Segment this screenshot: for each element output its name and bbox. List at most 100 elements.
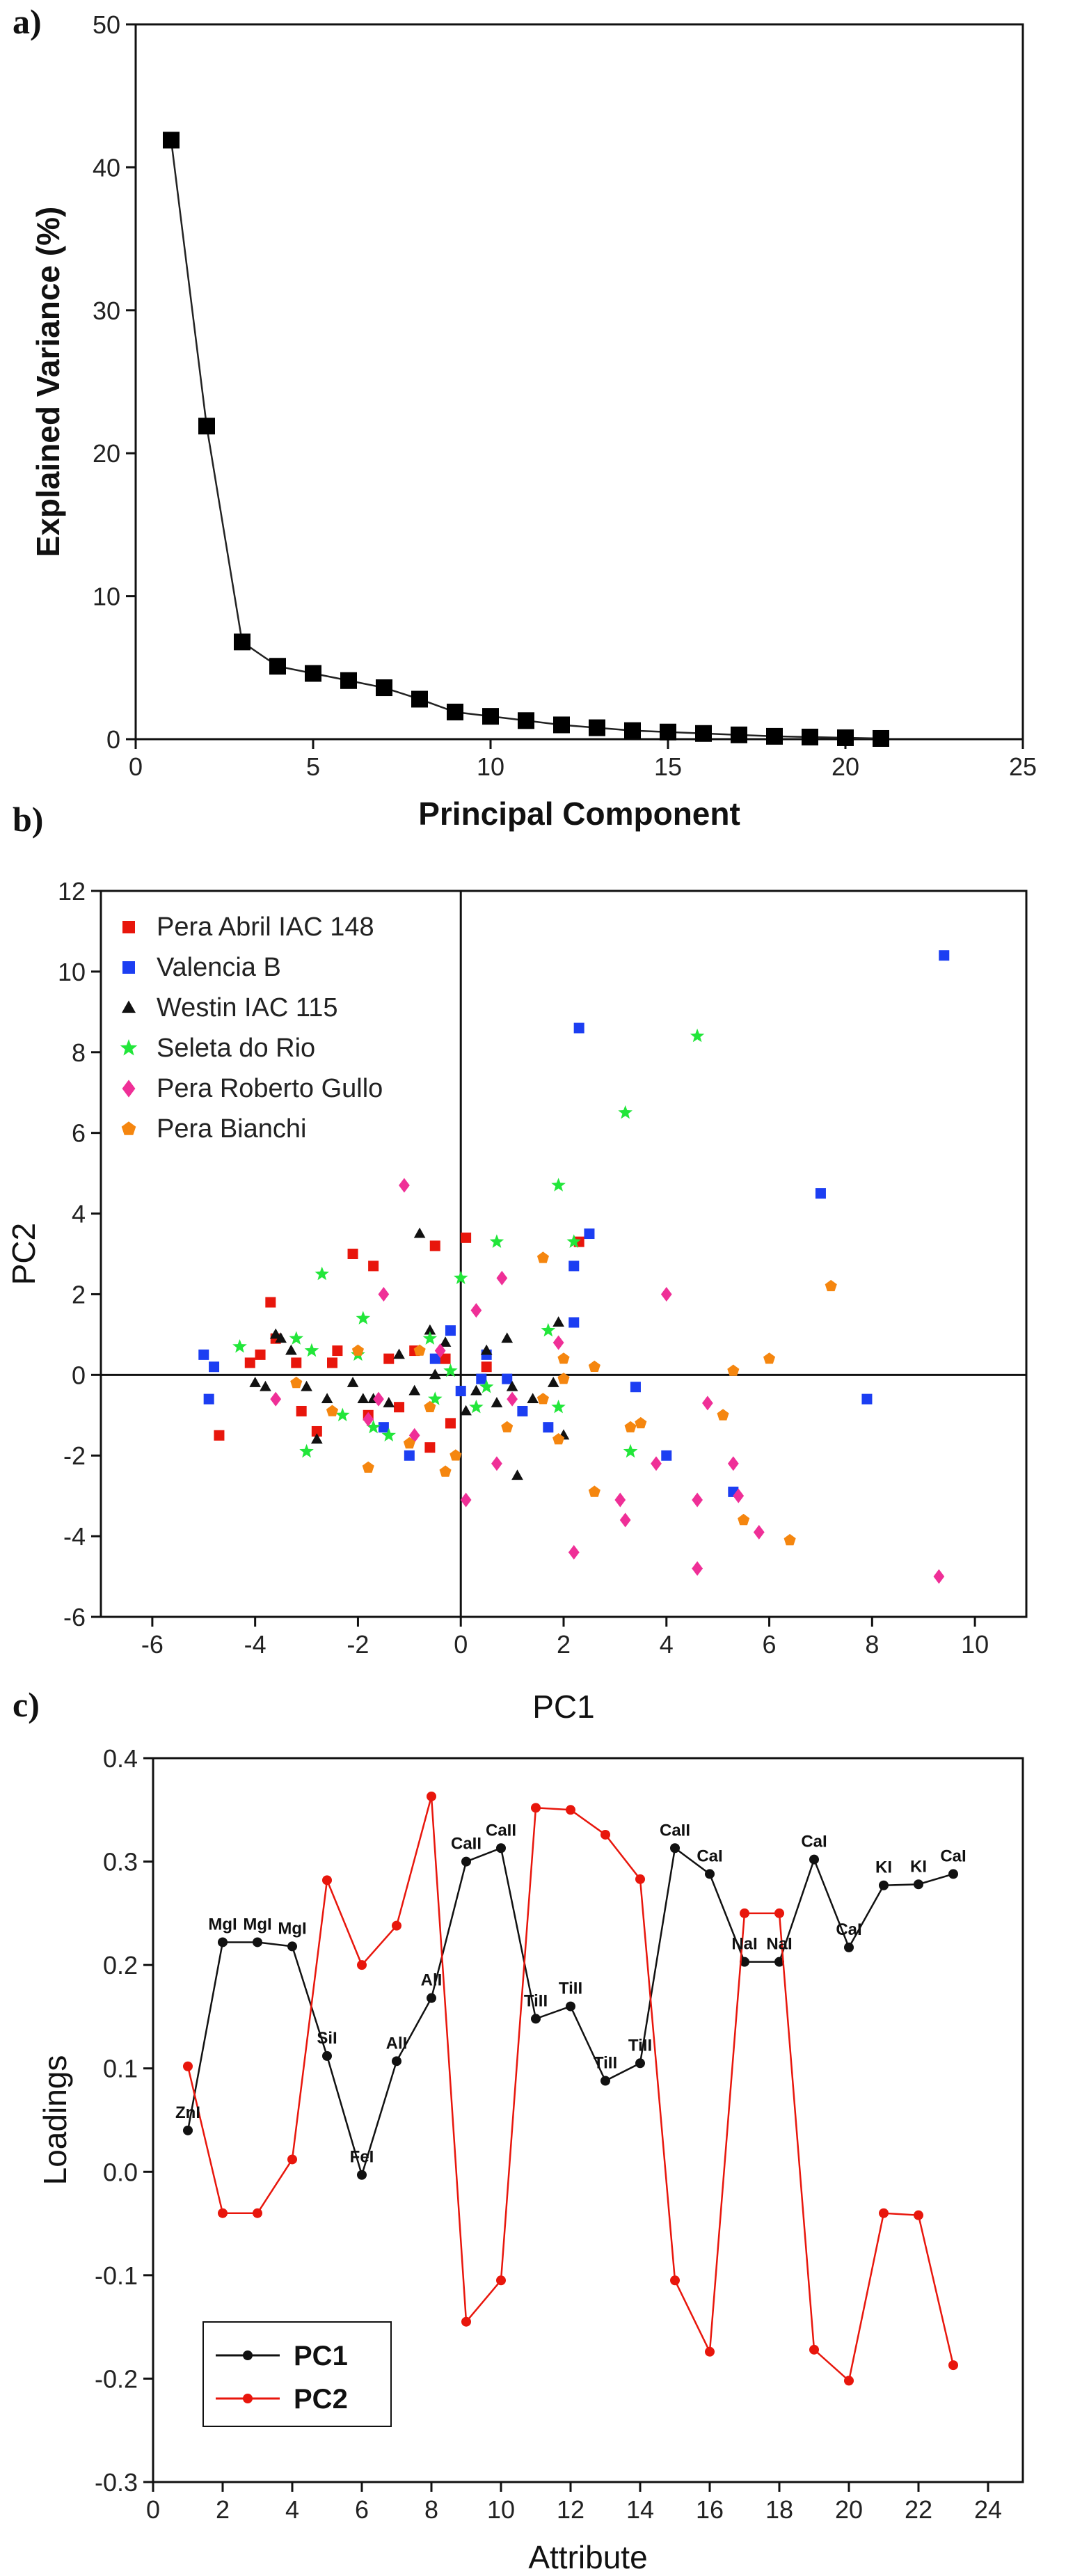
chart-c-x-tick-label: 8 xyxy=(424,2495,438,2524)
chart-b-legend-label: Seleta do Rio xyxy=(157,1034,315,1063)
chart-c-pc2-line xyxy=(186,1796,955,2383)
chart-c-attribute-label: TiII xyxy=(524,1991,548,2010)
chart-c-pc2-point xyxy=(392,1920,401,1931)
chart-b-point xyxy=(763,1352,776,1364)
chart-c-y-tick-label: 0.3 xyxy=(103,1848,138,1876)
chart-b-y-tick-label: -2 xyxy=(63,1441,86,1470)
chart-c-pc2-point xyxy=(253,2208,262,2218)
chart-b-point xyxy=(403,1437,415,1449)
chart-c-attribute-label: NaI xyxy=(766,1935,792,1954)
chart-a-x-tick-label: 25 xyxy=(1009,752,1037,781)
chart-a-y-tick-label: 0 xyxy=(106,725,120,754)
chart-c-pc1-point xyxy=(809,1854,819,1865)
chart-b-y-tick-label: 6 xyxy=(72,1119,86,1148)
chart-c-pc1-point xyxy=(566,2001,575,2012)
chart-b-point xyxy=(424,1400,436,1412)
chart-c-pc2-point xyxy=(531,1803,541,1813)
chart-c-attribute-label: CaII xyxy=(451,1835,482,1854)
chart-b-point xyxy=(399,1178,410,1193)
chart-b-point xyxy=(429,1353,440,1364)
chart-b-y-tick-label: -4 xyxy=(63,1522,86,1551)
chart-b-point xyxy=(727,1456,739,1471)
chart-c-pc1-point xyxy=(600,2076,610,2086)
chart-b-point xyxy=(326,1405,339,1416)
chart-c-pc1-point xyxy=(253,1937,262,1947)
chart-b-point xyxy=(511,1469,523,1480)
chart-c-pc2-point xyxy=(183,2061,193,2071)
chart-b-x-tick-label: 4 xyxy=(660,1630,674,1659)
chart-b-point xyxy=(630,1382,641,1393)
chart-b-point xyxy=(660,1286,672,1302)
chart-c-pc1-point xyxy=(461,1856,471,1867)
chart-b-point xyxy=(551,1399,566,1414)
chart-b-x-tick-label: 8 xyxy=(865,1630,879,1659)
chart-c-pc1-point xyxy=(740,1957,749,1967)
chart-b-point xyxy=(413,1344,426,1356)
chart-c-attribute-label: KI xyxy=(875,1858,892,1877)
chart-c-pc1-point xyxy=(670,1843,680,1854)
chart-c-pc2-point xyxy=(461,2316,471,2327)
chart-c-pc1-point xyxy=(218,1937,228,1947)
chart-b-point xyxy=(347,1377,359,1387)
chart-c-pc1-point xyxy=(635,2058,645,2069)
chart-b-point xyxy=(311,1433,323,1444)
chart-b-point xyxy=(363,1412,374,1427)
chart-b-point xyxy=(541,1322,556,1337)
chart-b-point xyxy=(506,1380,518,1391)
chart-a-x-tick-label: 15 xyxy=(654,752,682,781)
chart-c-attribute-label: MgI xyxy=(208,1915,237,1934)
chart-a-x-tick-label: 10 xyxy=(477,752,504,781)
chart-a-data-point xyxy=(624,722,641,739)
chart-b-point xyxy=(404,1450,415,1461)
chart-c-pc2-point xyxy=(809,2344,819,2355)
chart-b-legend-marker xyxy=(122,1000,136,1013)
chart-b-point xyxy=(357,1393,369,1404)
chart-a-y-tick-label: 40 xyxy=(93,153,120,182)
chart-b-series-5 xyxy=(290,1251,837,1546)
chart-a-data-point xyxy=(269,658,286,675)
chart-c-attribute-label: TiII xyxy=(594,2054,617,2073)
chart-c-attribute-label: CaII xyxy=(486,1821,516,1840)
chart-b-point xyxy=(443,1363,458,1377)
chart-c-pc1-point xyxy=(844,1942,854,1952)
chart-b-point xyxy=(299,1444,314,1458)
chart-c-pc2-point xyxy=(948,2360,958,2371)
chart-b-point xyxy=(470,1303,482,1318)
chart-b-point xyxy=(566,1234,581,1248)
chart-b-point xyxy=(249,1377,261,1387)
chart-c-legend-box xyxy=(202,2321,392,2427)
chart-c-y-tick-label: 0.4 xyxy=(103,1744,138,1773)
chart-c-x-tick-label: 20 xyxy=(835,2495,863,2524)
chart-b-point xyxy=(429,1240,440,1251)
chart-b-point xyxy=(449,1449,462,1461)
chart-b-point xyxy=(491,1396,503,1407)
chart-b-point xyxy=(269,1328,282,1339)
chart-a-y-tick-label: 20 xyxy=(93,439,120,468)
chart-a-data-point xyxy=(518,712,534,729)
chart-c-y-tick-label: -0.3 xyxy=(95,2468,138,2497)
chart-b-point xyxy=(424,1442,436,1453)
chart-a-data-point xyxy=(731,726,747,743)
chart-a-x-tick-label: 20 xyxy=(832,752,859,781)
chart-b-point xyxy=(584,1228,595,1240)
chart-b-point xyxy=(304,1343,319,1357)
chart-b-point xyxy=(255,1349,266,1360)
chart-b-point xyxy=(454,1270,468,1284)
chart-b-point xyxy=(368,1261,379,1272)
chart-c-pc1-point xyxy=(879,1880,889,1890)
chart-b-point xyxy=(568,1544,580,1560)
chart-b-point xyxy=(635,1416,647,1429)
chart-b-point xyxy=(332,1345,343,1357)
chart-b-series-2 xyxy=(249,1227,570,1480)
chart-c-pc2-point xyxy=(322,1875,332,1886)
chart-b-point xyxy=(552,1433,565,1445)
chart-c-x-tick-label: 6 xyxy=(355,2495,369,2524)
chart-a-data-point xyxy=(163,132,180,149)
chart-b-legend-marker xyxy=(120,1039,138,1056)
chart-b-score-plot: -6 -4 -2 0 2 4 6 8 10 -6 -4 -2 0 2 4 6 8 10 12 PC1 PC2 Pera A… xyxy=(6,877,1028,1725)
chart-b-point xyxy=(727,1364,740,1376)
chart-b-x-tick-label: 2 xyxy=(557,1630,571,1659)
chart-b-point xyxy=(445,1418,456,1429)
chart-b-point xyxy=(547,1377,559,1387)
